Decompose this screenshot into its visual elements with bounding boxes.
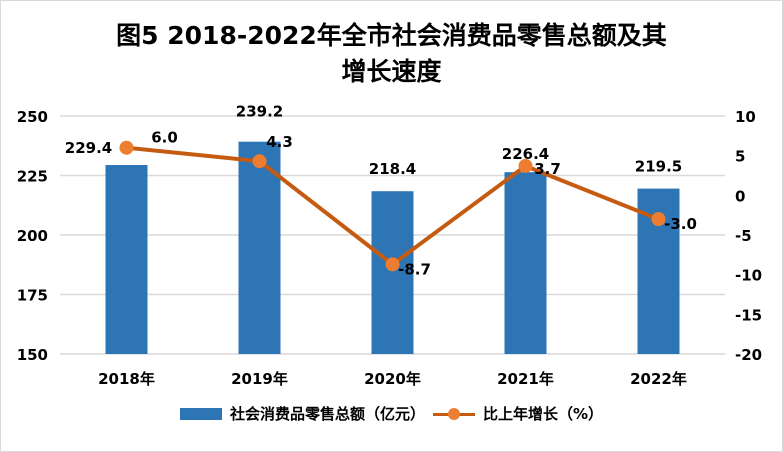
bar-data-label: 219.5 xyxy=(635,158,682,176)
line-data-label: 4.3 xyxy=(266,133,293,151)
right-axis-tick: -20 xyxy=(735,346,762,364)
right-axis-tick: -5 xyxy=(735,227,752,245)
line-data-label: -3.0 xyxy=(664,215,697,233)
bar-data-label: 229.4 xyxy=(65,139,112,157)
left-axis-tick: 225 xyxy=(17,168,48,186)
right-axis-tick: 0 xyxy=(735,187,745,205)
bar-data-label: 218.4 xyxy=(369,160,416,178)
x-axis-tick: 2019年 xyxy=(231,370,288,388)
right-axis-tick: 10 xyxy=(735,108,756,126)
line-data-label: -8.7 xyxy=(398,260,431,278)
legend: 社会消费品零售总额（亿元） 比上年增长（%） xyxy=(0,403,783,424)
bar xyxy=(238,141,281,354)
bar-data-label: 226.4 xyxy=(502,145,549,163)
x-axis-tick: 2018年 xyxy=(98,370,155,388)
legend-label-growth: 比上年增长（%） xyxy=(482,405,604,423)
bar-data-label: 239.2 xyxy=(236,103,283,121)
chart-title-line2: 增长速度 xyxy=(341,57,442,86)
right-axis-tick: 5 xyxy=(735,148,745,166)
right-axis-tick: -10 xyxy=(735,267,762,285)
line-data-label: 6.0 xyxy=(151,129,178,147)
legend-item-sales: 社会消费品零售总额（亿元） xyxy=(179,403,425,424)
bar xyxy=(504,172,547,354)
left-axis-tick: 250 xyxy=(17,108,48,126)
line-data-label: 3.7 xyxy=(534,160,561,178)
line-marker xyxy=(385,257,400,272)
line-marker xyxy=(651,212,666,227)
chart-title-line1: 图5 2018-2022年全市社会消费品零售总额及其 xyxy=(116,21,667,50)
x-axis-tick: 2021年 xyxy=(497,370,554,388)
line-marker xyxy=(252,154,267,169)
legend-item-growth: 比上年增长（%） xyxy=(432,403,604,424)
right-axis-tick: -15 xyxy=(735,306,762,324)
bar xyxy=(371,191,414,354)
legend-bar-swatch xyxy=(179,407,222,420)
legend-label-sales: 社会消费品零售总额（亿元） xyxy=(229,405,425,423)
x-axis-tick: 2022年 xyxy=(630,370,687,388)
x-axis-tick: 2020年 xyxy=(364,370,421,388)
legend-line-swatch xyxy=(432,407,475,420)
left-axis-tick: 175 xyxy=(17,287,48,305)
bar xyxy=(105,165,148,354)
line-marker xyxy=(119,140,134,155)
left-axis-tick: 150 xyxy=(17,346,48,364)
left-axis-tick: 200 xyxy=(17,227,48,245)
chart-title: 图5 2018-2022年全市社会消费品零售总额及其 增长速度 xyxy=(0,18,783,90)
line-marker xyxy=(518,158,533,173)
